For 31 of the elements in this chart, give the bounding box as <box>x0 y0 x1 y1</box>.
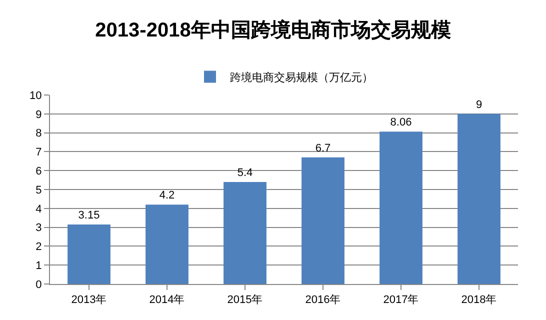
data-label: 5.4 <box>237 166 253 179</box>
x-tick-label: 2018年 <box>461 294 497 306</box>
data-label: 3.15 <box>78 209 100 222</box>
y-tick-label: 1 <box>36 260 42 272</box>
y-tick-label: 6 <box>36 165 42 178</box>
x-tick-label: 2016年 <box>305 294 341 306</box>
data-label: 6.7 <box>315 142 331 154</box>
bar <box>380 132 422 284</box>
y-tick-label: 9 <box>36 108 42 121</box>
x-tick-label: 2015年 <box>227 294 263 306</box>
data-label: 8.06 <box>390 116 412 129</box>
y-tick-label: 4 <box>36 203 42 216</box>
bar <box>146 204 188 284</box>
y-tick-label: 3 <box>36 222 42 234</box>
y-tick-label: 8 <box>36 128 42 140</box>
x-tick-label: 2013年 <box>71 294 107 306</box>
y-tick-label: 7 <box>36 146 42 159</box>
chart-title: 2013-2018年中国跨境电商市场交易规模 <box>95 18 451 42</box>
y-tick-label: 10 <box>30 90 42 102</box>
y-tick-label: 5 <box>36 184 42 196</box>
bar <box>224 182 266 284</box>
bar <box>458 114 500 284</box>
legend-label: 跨境电商交易规模（万亿元） <box>230 71 373 84</box>
data-label: 4.2 <box>159 190 175 202</box>
bar <box>302 157 344 284</box>
x-tick-label: 2017年 <box>383 294 419 306</box>
data-label: 9 <box>476 98 482 111</box>
bar <box>68 224 110 284</box>
y-tick-label: 0 <box>36 278 42 291</box>
x-tick-label: 2014年 <box>149 294 185 306</box>
y-tick-label: 2 <box>36 241 42 254</box>
